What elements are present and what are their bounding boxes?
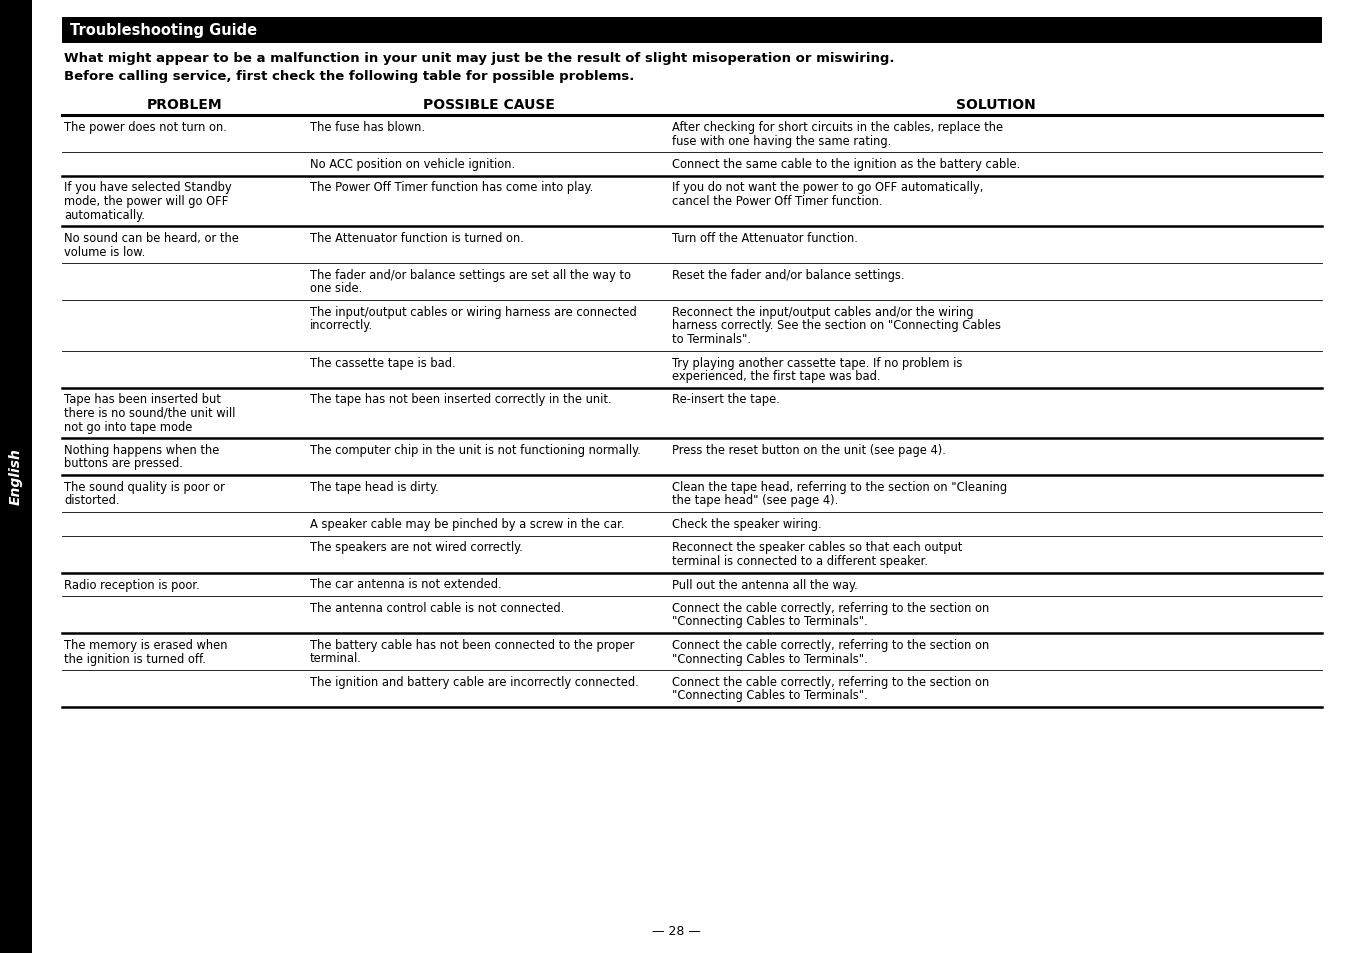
Text: Nothing happens when the: Nothing happens when the bbox=[64, 443, 219, 456]
Text: Clean the tape head, referring to the section on "Cleaning: Clean the tape head, referring to the se… bbox=[672, 480, 1007, 494]
Text: incorrectly.: incorrectly. bbox=[310, 319, 373, 333]
Text: Re-insert the tape.: Re-insert the tape. bbox=[672, 393, 780, 406]
Text: English: English bbox=[9, 448, 23, 505]
Text: The sound quality is poor or: The sound quality is poor or bbox=[64, 480, 224, 494]
Text: Press the reset button on the unit (see page 4).: Press the reset button on the unit (see … bbox=[672, 443, 946, 456]
Text: Connect the cable correctly, referring to the section on: Connect the cable correctly, referring t… bbox=[672, 601, 990, 615]
Text: The tape head is dirty.: The tape head is dirty. bbox=[310, 480, 439, 494]
Text: buttons are pressed.: buttons are pressed. bbox=[64, 457, 183, 470]
Text: terminal is connected to a different speaker.: terminal is connected to a different spe… bbox=[672, 555, 927, 567]
Text: POSSIBLE CAUSE: POSSIBLE CAUSE bbox=[423, 98, 554, 112]
Text: The cassette tape is bad.: The cassette tape is bad. bbox=[310, 356, 456, 369]
Text: The battery cable has not been connected to the proper: The battery cable has not been connected… bbox=[310, 639, 634, 651]
Text: terminal.: terminal. bbox=[310, 652, 362, 665]
Text: The fuse has blown.: The fuse has blown. bbox=[310, 121, 425, 133]
Text: one side.: one side. bbox=[310, 282, 362, 295]
Text: Connect the same cable to the ignition as the battery cable.: Connect the same cable to the ignition a… bbox=[672, 158, 1021, 171]
Text: No ACC position on vehicle ignition.: No ACC position on vehicle ignition. bbox=[310, 158, 515, 171]
Text: Reconnect the input/output cables and/or the wiring: Reconnect the input/output cables and/or… bbox=[672, 306, 973, 318]
Text: to Terminals".: to Terminals". bbox=[672, 333, 750, 346]
Text: The tape has not been inserted correctly in the unit.: The tape has not been inserted correctly… bbox=[310, 393, 611, 406]
Text: cancel the Power Off Timer function.: cancel the Power Off Timer function. bbox=[672, 194, 883, 208]
Text: The computer chip in the unit is not functioning normally.: The computer chip in the unit is not fun… bbox=[310, 443, 641, 456]
Text: Troubleshooting Guide: Troubleshooting Guide bbox=[70, 24, 257, 38]
Text: If you do not want the power to go OFF automatically,: If you do not want the power to go OFF a… bbox=[672, 181, 983, 194]
Text: The power does not turn on.: The power does not turn on. bbox=[64, 121, 227, 133]
Text: mode, the power will go OFF: mode, the power will go OFF bbox=[64, 194, 228, 208]
Text: Try playing another cassette tape. If no problem is: Try playing another cassette tape. If no… bbox=[672, 356, 963, 369]
Text: Tape has been inserted but: Tape has been inserted but bbox=[64, 393, 220, 406]
Text: Turn off the Attenuator function.: Turn off the Attenuator function. bbox=[672, 232, 859, 245]
Text: not go into tape mode: not go into tape mode bbox=[64, 420, 192, 433]
Text: After checking for short circuits in the cables, replace the: After checking for short circuits in the… bbox=[672, 121, 1003, 133]
Text: The memory is erased when: The memory is erased when bbox=[64, 639, 227, 651]
Bar bbox=[62, 18, 1322, 44]
Text: Reconnect the speaker cables so that each output: Reconnect the speaker cables so that eac… bbox=[672, 541, 963, 554]
Text: The speakers are not wired correctly.: The speakers are not wired correctly. bbox=[310, 541, 523, 554]
Text: The input/output cables or wiring harness are connected: The input/output cables or wiring harnes… bbox=[310, 306, 637, 318]
Text: No sound can be heard, or the: No sound can be heard, or the bbox=[64, 232, 239, 245]
Text: Connect the cable correctly, referring to the section on: Connect the cable correctly, referring t… bbox=[672, 676, 990, 688]
Text: — 28 —: — 28 — bbox=[652, 924, 700, 937]
Text: the ignition is turned off.: the ignition is turned off. bbox=[64, 652, 206, 665]
Text: SOLUTION: SOLUTION bbox=[956, 98, 1036, 112]
Text: The Power Off Timer function has come into play.: The Power Off Timer function has come in… bbox=[310, 181, 594, 194]
Text: If you have selected Standby: If you have selected Standby bbox=[64, 181, 231, 194]
Text: Pull out the antenna all the way.: Pull out the antenna all the way. bbox=[672, 578, 857, 591]
Text: "Connecting Cables to Terminals".: "Connecting Cables to Terminals". bbox=[672, 652, 868, 665]
Text: Reset the fader and/or balance settings.: Reset the fader and/or balance settings. bbox=[672, 269, 904, 282]
Text: PROBLEM: PROBLEM bbox=[147, 98, 223, 112]
Text: The ignition and battery cable are incorrectly connected.: The ignition and battery cable are incor… bbox=[310, 676, 638, 688]
Bar bbox=[0, 0, 32, 953]
Text: volume is low.: volume is low. bbox=[64, 245, 145, 258]
Text: A speaker cable may be pinched by a screw in the car.: A speaker cable may be pinched by a scre… bbox=[310, 517, 625, 531]
Text: "Connecting Cables to Terminals".: "Connecting Cables to Terminals". bbox=[672, 615, 868, 628]
Text: The fader and/or balance settings are set all the way to: The fader and/or balance settings are se… bbox=[310, 269, 631, 282]
Text: The antenna control cable is not connected.: The antenna control cable is not connect… bbox=[310, 601, 564, 615]
Text: there is no sound/the unit will: there is no sound/the unit will bbox=[64, 407, 235, 419]
Text: distorted.: distorted. bbox=[64, 494, 119, 507]
Text: the tape head" (see page 4).: the tape head" (see page 4). bbox=[672, 494, 838, 507]
Text: The Attenuator function is turned on.: The Attenuator function is turned on. bbox=[310, 232, 523, 245]
Text: harness correctly. See the section on "Connecting Cables: harness correctly. See the section on "C… bbox=[672, 319, 1000, 333]
Text: Check the speaker wiring.: Check the speaker wiring. bbox=[672, 517, 822, 531]
Text: The car antenna is not extended.: The car antenna is not extended. bbox=[310, 578, 502, 591]
Text: fuse with one having the same rating.: fuse with one having the same rating. bbox=[672, 134, 891, 148]
Text: Connect the cable correctly, referring to the section on: Connect the cable correctly, referring t… bbox=[672, 639, 990, 651]
Text: automatically.: automatically. bbox=[64, 209, 145, 221]
Text: Radio reception is poor.: Radio reception is poor. bbox=[64, 578, 200, 591]
Text: experienced, the first tape was bad.: experienced, the first tape was bad. bbox=[672, 370, 880, 382]
Text: "Connecting Cables to Terminals".: "Connecting Cables to Terminals". bbox=[672, 689, 868, 701]
Text: Before calling service, first check the following table for possible problems.: Before calling service, first check the … bbox=[64, 70, 634, 83]
Text: What might appear to be a malfunction in your unit may just be the result of sli: What might appear to be a malfunction in… bbox=[64, 52, 895, 65]
